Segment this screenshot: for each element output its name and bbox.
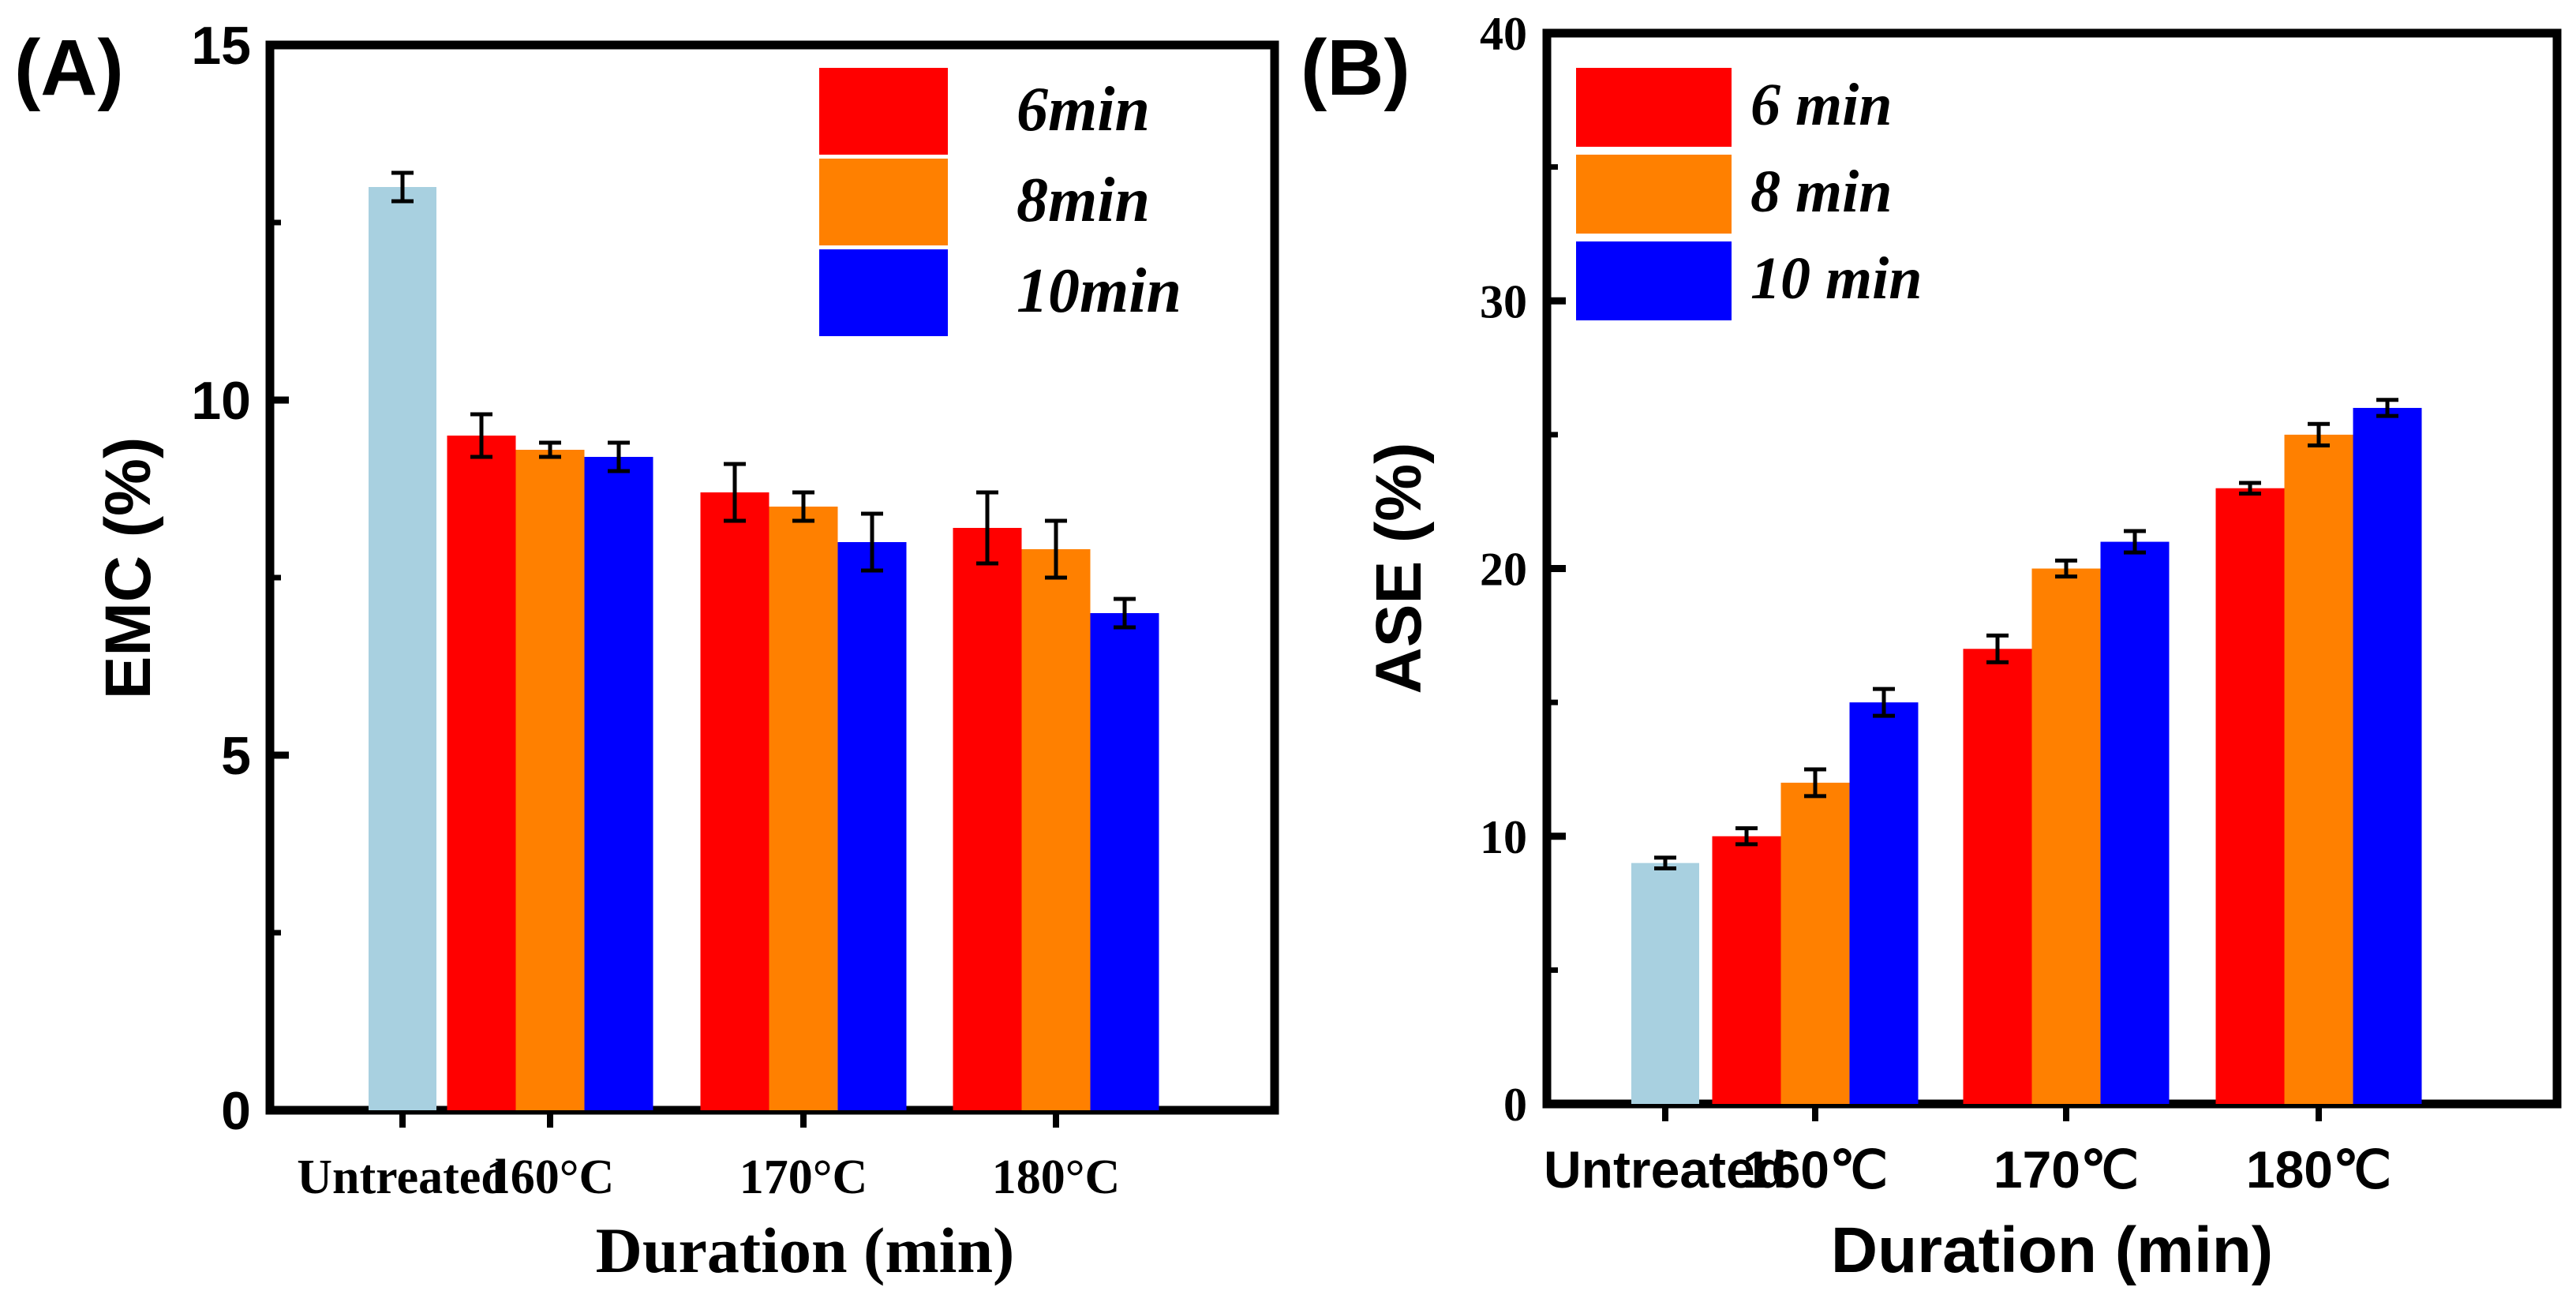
bar-10min-1 (2100, 541, 2170, 1104)
legend-label-6min: 6 min (1750, 72, 1893, 138)
bar-8min-0 (1780, 782, 1850, 1104)
legend-label-10min: 10min (1017, 256, 1181, 326)
bar-10min-2 (1090, 613, 1159, 1110)
bar-8min-0 (515, 450, 585, 1110)
bar-10min-2 (2353, 407, 2422, 1104)
legend-swatch-6min (819, 68, 948, 155)
y-tick-label: 15 (191, 16, 251, 76)
y-tick-label: 30 (1480, 275, 1527, 327)
bar-6min-2 (953, 528, 1022, 1110)
panel-a-legend: 6min 8min 10min (819, 68, 1181, 336)
panel-a-y-axis-title: EMC (%) (92, 437, 164, 700)
bar-6min-0 (447, 436, 516, 1110)
panel-b-x-axis-title: Duration (min) (1831, 1214, 2273, 1286)
legend-swatch-10min (819, 249, 948, 336)
legend-swatch-8min (819, 159, 948, 245)
bar-6min-1 (700, 492, 769, 1110)
bar-8min-1 (2031, 568, 2101, 1104)
panel-a-y-ticks: 0 5 10 15 (191, 16, 289, 1141)
bar-6min-1 (1963, 649, 2032, 1104)
x-tick-label-1: 170°C (739, 1150, 868, 1204)
y-tick-label: 10 (1480, 811, 1527, 863)
bar-untreated (1631, 862, 1699, 1104)
x-tick-label-0: 160℃ (1743, 1140, 1888, 1199)
bar-10min-1 (837, 542, 907, 1110)
bar-10min-0 (1849, 702, 1919, 1104)
bar-6min-2 (2215, 488, 2285, 1104)
y-tick-label: 10 (191, 371, 251, 431)
legend-swatch-10min (1576, 241, 1732, 320)
panel-b-error-bars (1654, 398, 2398, 870)
panel-a-label: (A) (14, 24, 124, 112)
legend-label-10min: 10 min (1750, 245, 1923, 312)
panel-b-y-ticks: 0 10 20 30 40 (1480, 8, 1566, 1131)
y-tick-label: 0 (221, 1081, 251, 1141)
bar-10min-0 (584, 457, 653, 1110)
bar-untreated (369, 187, 436, 1110)
panel-a-bars (369, 187, 1159, 1110)
panel-b-bars (1631, 407, 2422, 1104)
x-tick-label-2: 180°C (992, 1150, 1121, 1204)
y-tick-label: 40 (1480, 8, 1527, 60)
y-tick-label: 0 (1503, 1079, 1527, 1131)
legend-swatch-8min (1576, 155, 1732, 234)
x-tick-label-untreated: Untreated (1544, 1140, 1787, 1199)
bar-6min-0 (1712, 836, 1781, 1104)
x-tick-label-2: 180℃ (2246, 1140, 2391, 1199)
legend-label-6min: 6min (1017, 75, 1150, 144)
bar-8min-1 (769, 507, 838, 1110)
legend-label-8min: 8 min (1750, 159, 1893, 225)
panel-a-error-bars (391, 170, 1136, 630)
y-tick-label: 5 (221, 726, 251, 786)
bar-8min-2 (1021, 549, 1091, 1110)
y-tick-label: 20 (1480, 544, 1527, 596)
bar-8min-2 (2284, 434, 2353, 1104)
panel-a-x-axis-title: Duration (min) (596, 1214, 1015, 1286)
legend-swatch-6min (1576, 68, 1732, 147)
legend-label-8min: 8min (1017, 166, 1150, 235)
panel-b-legend: 6 min 8 min 10 min (1576, 68, 1923, 320)
x-tick-label-0: 160°C (486, 1150, 615, 1204)
x-tick-label-1: 170℃ (1994, 1140, 2139, 1199)
x-tick-label-untreated: Untreated (297, 1150, 507, 1204)
panel-b-y-axis-title: ASE (%) (1363, 443, 1435, 694)
panel-b-label: (B) (1301, 24, 1410, 112)
